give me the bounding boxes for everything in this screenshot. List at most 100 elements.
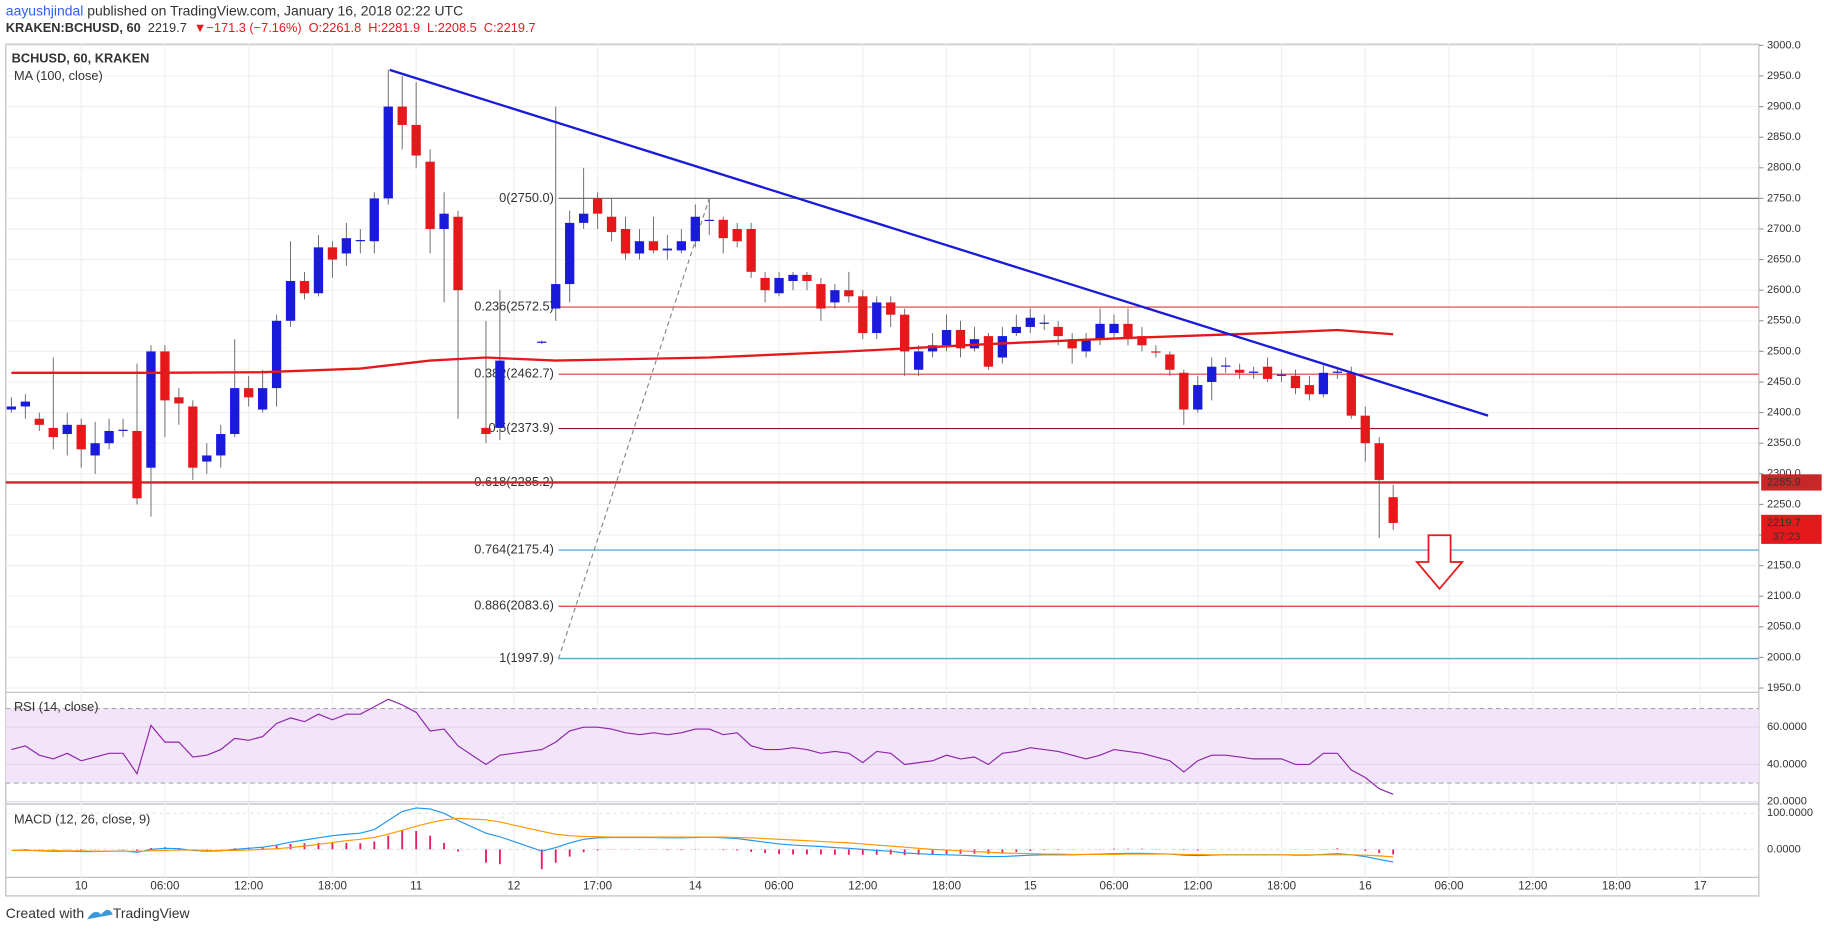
macd-histogram-bar (945, 849, 948, 855)
macd-histogram-bar (722, 849, 725, 851)
candle-body (118, 429, 128, 431)
candle-body (900, 314, 910, 352)
candle-body (1025, 317, 1035, 327)
y-tick-label: 2950.0 (1767, 70, 1801, 82)
y-tick-label: 2450.0 (1767, 376, 1801, 388)
candle-body (1234, 369, 1245, 373)
candle-body (1388, 497, 1398, 523)
candle-body (1039, 322, 1049, 324)
candle-body (662, 248, 673, 251)
candle-body (551, 284, 561, 309)
footer-created: Created with (6, 905, 84, 921)
macd-histogram-bar (568, 849, 571, 857)
macd-histogram-bar (457, 849, 459, 852)
open: O:2261.8 (309, 20, 362, 35)
author[interactable]: aayushjindal (6, 2, 84, 18)
footer-brand[interactable]: TradingView (113, 905, 191, 921)
plot: 0(2750.0) 0.236(2572.5) 0.382(2462.7) 0.5(2… (5, 68, 1759, 870)
y-tick-label: 2850.0 (1767, 131, 1801, 143)
candle-body (20, 401, 31, 407)
macd-histogram-bar (792, 849, 794, 855)
macd-histogram-bar (1043, 849, 1046, 851)
macd-title: MACD (12, 26, close, 9) (14, 812, 150, 827)
candle-body (997, 336, 1008, 358)
candle-body (844, 290, 854, 297)
candle-body (132, 430, 142, 499)
candle-body (1290, 375, 1301, 389)
candle-body (313, 247, 324, 294)
macd-histogram-bar (261, 847, 264, 850)
y-tick-label: 2100.0 (1767, 590, 1801, 602)
x-tick-label: 15 (1024, 880, 1037, 893)
candle-body (188, 406, 198, 468)
x-tick-label: 12:00 (1518, 880, 1548, 893)
candle-body (1346, 372, 1356, 416)
macd-histogram-bar (889, 849, 892, 855)
x-tick-label: 12:00 (1183, 880, 1213, 893)
macd-histogram-bar (415, 830, 418, 850)
x-tick-label: 06:00 (765, 880, 795, 893)
macd-histogram-bar (1336, 848, 1339, 850)
x-tick-label: 12 (507, 880, 520, 893)
candle-body (1221, 365, 1231, 367)
candle-body (746, 228, 756, 272)
macd-histogram-bar (847, 849, 850, 855)
candle-body (1081, 339, 1091, 352)
candle-body (592, 198, 603, 214)
candle-body (704, 219, 714, 221)
macd-histogram-bar (52, 849, 55, 851)
header-line: aayushjindal published on TradingView.co… (6, 2, 463, 18)
last: 2219.7 (148, 20, 187, 35)
macd-histogram-bar (1001, 849, 1004, 853)
candle-body (1207, 366, 1217, 383)
macd-histogram-bar (498, 849, 501, 865)
candle-body (1067, 339, 1077, 349)
candle-body (397, 106, 407, 125)
price-label: 2285.9 (1767, 476, 1801, 488)
macd-histogram-bar (136, 849, 138, 851)
candle-body (104, 430, 114, 444)
candle-body (1095, 323, 1105, 340)
x-tick-label: 16 (1359, 880, 1372, 893)
candle-body (62, 424, 72, 435)
low: L:2208.5 (427, 20, 477, 35)
macd-histogram-bar (429, 835, 432, 850)
macd-histogram-bar (806, 849, 808, 855)
countdown: 37:23 (1773, 531, 1801, 543)
macd-histogram-bar (959, 849, 962, 854)
macd-histogram-bar (596, 849, 599, 851)
x-tick-label: 17:00 (583, 880, 613, 893)
candle-body (872, 302, 882, 334)
rsi-title: RSI (14, close) (14, 699, 99, 714)
logo (87, 909, 113, 920)
macd-histogram-bar (833, 849, 836, 855)
fib-label: 0.886(2083.6) (474, 598, 554, 613)
macd-histogram-bar (150, 847, 152, 850)
candle-body (620, 228, 631, 254)
candle-body (578, 213, 589, 223)
candle-body (6, 406, 17, 410)
candle-body (146, 351, 156, 468)
macd-histogram-bar (1141, 848, 1143, 850)
candle-body (788, 274, 798, 282)
macd-tick-label: 0.0000 (1767, 843, 1801, 855)
last-price-box (1761, 514, 1822, 544)
candle-body (1276, 374, 1287, 376)
candle-body (327, 247, 338, 260)
close: C:2219.7 (484, 20, 536, 35)
candle-body (341, 238, 352, 254)
candle-body (271, 320, 282, 389)
macd-histogram-bar (275, 845, 278, 850)
macd-histogram-bar (331, 842, 334, 850)
macd-histogram-bar (373, 841, 376, 850)
candle-body (913, 351, 924, 370)
macd-histogram-bar (875, 849, 878, 855)
candle-body (983, 336, 994, 367)
macd-histogram-bar (736, 849, 739, 851)
candle-body (886, 302, 896, 315)
candle-body (1360, 415, 1370, 444)
candle-body (802, 274, 812, 282)
change: ▼−171.3 (−7.16%) (194, 20, 302, 35)
macd-histogram-bar (1182, 849, 1185, 851)
